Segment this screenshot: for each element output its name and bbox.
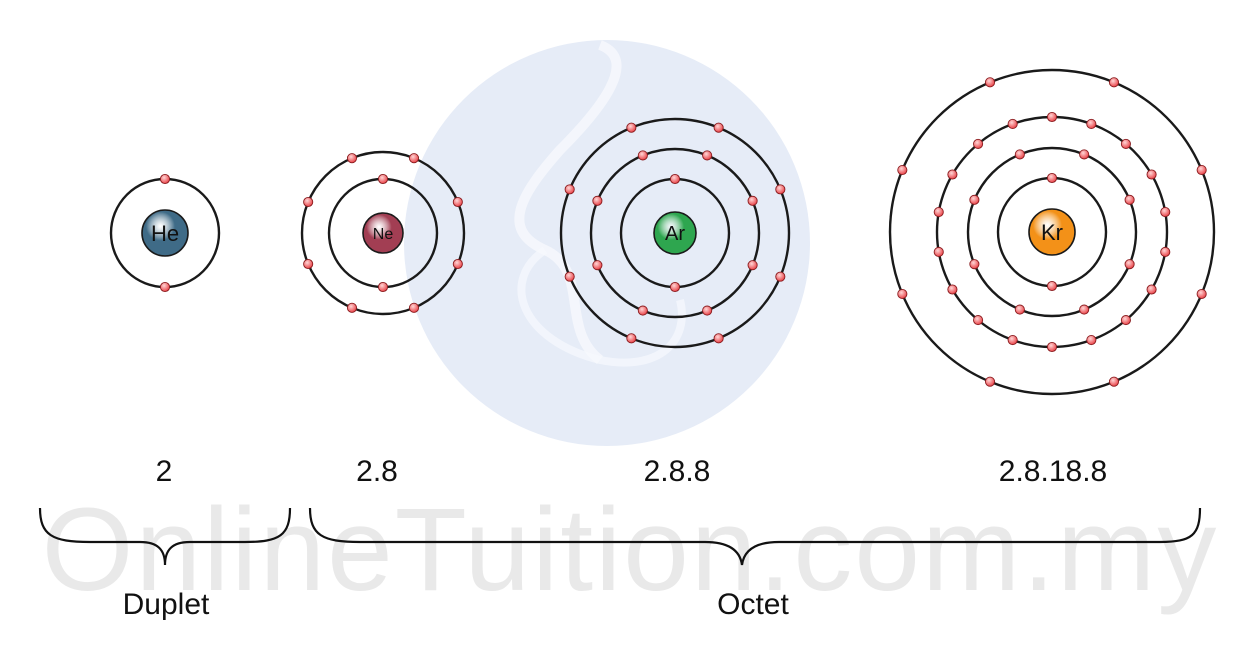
atom-he-nucleus [141,209,189,257]
atom-he: He [109,173,221,293]
atom-kr-electron [1120,315,1131,326]
atom-ne-electron [377,173,389,185]
atom-kr-electron [1086,118,1097,129]
config-label-ar: 2.8.8 [644,455,711,488]
atom-ne-electron [452,196,463,208]
atom-kr-electron [1079,304,1090,315]
atom-kr-electron [1146,284,1157,295]
atom-kr-electron [1120,138,1131,149]
atom-ar-electron [592,260,603,271]
atom-kr-electron [984,77,996,88]
atom-kr-nucleus [1028,208,1076,256]
atom-kr-electron [1196,164,1207,176]
atom-kr-electron [1046,341,1058,353]
atom-ar-nucleus [653,211,697,255]
atom-he-electron [159,173,171,185]
watermark-globe [404,40,810,446]
atom-ne: Ne [300,150,466,316]
atom-ar-shell-3 [559,117,791,349]
atom-kr-electron [1160,206,1171,218]
atom-ar-electron [564,271,575,282]
group-label-octet: Octet [717,588,789,621]
atom-kr-electron [1079,149,1090,160]
atom-ne-electron [452,258,463,270]
atom-ar-electron [592,195,603,206]
atom-kr-electron [1014,149,1025,160]
atom-ar-electron [775,184,786,195]
atom-kr-electron [1046,111,1058,123]
atom-ne-electron [408,153,420,164]
config-label-kr: 2.8.18.8 [999,455,1107,488]
atom-kr-electron [1160,246,1171,258]
atom-kr-electron [973,315,984,326]
atom-kr-electron [1086,335,1097,346]
atom-kr: Kr [888,68,1216,396]
config-label-he: 2 [156,455,173,488]
atom-kr-electron [897,164,908,176]
atom-he-electron [159,281,171,293]
atom-ar-electron [637,305,648,316]
atom-kr-electron [897,288,908,300]
atom-ar-shell-2 [589,147,761,319]
atom-ar-electron [713,333,724,344]
atom-kr-electron [1108,376,1120,387]
atom-kr-electron [947,284,958,295]
atom-ar-electron [669,173,681,185]
atom-ne-symbol: Ne [373,226,394,243]
atom-ne-electron [303,196,314,208]
atom-kr-electron [933,206,944,218]
atom-ar: Ar [559,117,791,349]
atom-kr-electron [947,169,958,180]
atom-ne-electron [303,258,314,270]
octet-brace [308,507,1202,566]
atom-kr-electron [969,194,980,205]
atom-ar-electron [775,271,786,282]
atom-kr-electron [1014,304,1025,315]
atom-kr-electron [1046,280,1058,292]
atom-ar-electron [637,150,648,161]
atom-kr-electron [933,246,944,258]
atom-ne-nucleus [362,212,404,254]
atom-ar-electron [713,122,724,133]
atom-kr-shell-2 [966,146,1138,318]
atom-ar-symbol: Ar [665,223,685,245]
atom-ne-electron [346,302,358,313]
atom-ar-electron [702,305,713,316]
atom-ne-electron [377,281,389,293]
duplet-brace [38,507,292,566]
atom-ar-electron [702,150,713,161]
atom-kr-electron [1046,172,1058,184]
atom-kr-symbol: Kr [1041,220,1063,245]
atom-kr-electron [1196,288,1207,300]
atom-ne-shell-2 [300,150,466,316]
atom-ar-electron [626,333,637,344]
atom-kr-electron [1124,194,1135,205]
atom-ne-electron [408,302,420,313]
atom-kr-electron [1007,118,1018,129]
atom-kr-electron [973,138,984,149]
atom-kr-shell-4 [888,68,1216,396]
atom-kr-electron [1146,169,1157,180]
atom-ne-electron [346,153,358,164]
atom-kr-electron [1124,259,1135,270]
watermark-text: OnlineTuition.com.my [42,484,1219,616]
atom-kr-electron [984,376,996,387]
atom-ar-electron [564,184,575,195]
group-label-duplet: Duplet [123,588,210,621]
atom-kr-electron [1108,77,1120,88]
atom-kr-electron [1007,335,1018,346]
atom-ar-electron [626,122,637,133]
atom-he-symbol: He [151,221,179,246]
atom-ar-electron [747,195,758,206]
atom-kr-electron [969,259,980,270]
atom-ar-electron [669,281,681,293]
atom-ar-electron [747,260,758,271]
config-label-ne: 2.8 [356,455,398,488]
